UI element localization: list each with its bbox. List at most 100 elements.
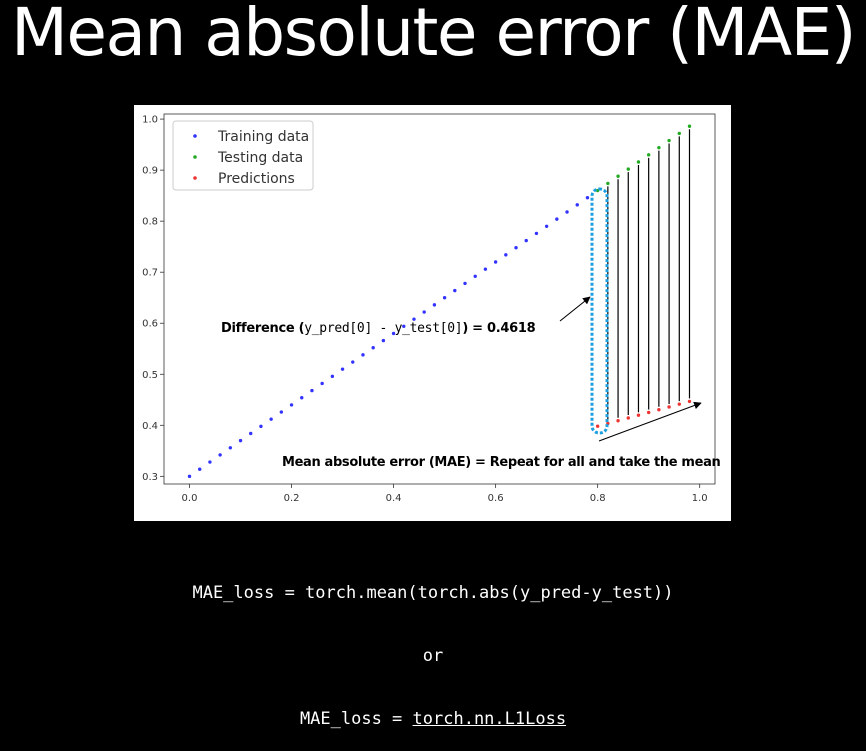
prediction-points xyxy=(595,399,692,428)
training-point xyxy=(514,246,518,250)
x-tick-label: 1.0 xyxy=(692,493,708,504)
training-point xyxy=(249,431,253,436)
testing-point xyxy=(646,153,651,157)
testing-point xyxy=(657,145,661,150)
training-point xyxy=(228,446,233,450)
testing-point xyxy=(616,174,620,178)
training-point xyxy=(442,296,447,300)
testing-point xyxy=(636,160,641,164)
training-points xyxy=(187,195,590,479)
difference-arrow xyxy=(559,296,591,322)
training-point xyxy=(432,303,437,307)
training-point xyxy=(371,346,375,350)
training-point xyxy=(391,331,396,336)
legend-frame xyxy=(172,120,314,191)
difference-suffix: ) = 0.4618 xyxy=(462,321,535,336)
testing-point xyxy=(687,124,692,128)
training-point xyxy=(381,338,386,343)
x-tick-label: 0.2 xyxy=(284,493,300,504)
y-tick-label: 0.7 xyxy=(142,268,158,279)
training-point xyxy=(402,324,406,329)
mae-annotation: Mean absolute error (MAE) = Repeat for a… xyxy=(282,455,721,470)
slide-title: Mean absolute error (MAE) xyxy=(10,0,857,71)
x-tick-label: 0.4 xyxy=(386,493,402,504)
training-point xyxy=(473,274,477,278)
training-point xyxy=(310,388,314,393)
code-line-mean: MAE_loss = torch.mean(torch.abs(y_pred-y… xyxy=(192,583,674,603)
training-point xyxy=(422,310,426,314)
training-point xyxy=(565,210,569,214)
prediction-point xyxy=(636,413,641,417)
legend-marker-training xyxy=(193,134,197,138)
training-point xyxy=(208,460,212,464)
plot-panel: 0.0 0.2 0.4 0.6 0.8 1.0 0.3 0.4 0.5 0.6 0.7 0.8 0.9… xyxy=(134,105,731,521)
training-point xyxy=(412,317,416,321)
training-point xyxy=(198,467,202,471)
training-point xyxy=(534,231,539,236)
prediction-point xyxy=(667,405,671,409)
training-point xyxy=(340,367,345,371)
training-point xyxy=(524,238,528,243)
training-point xyxy=(585,195,590,200)
testing-point xyxy=(626,167,630,171)
training-point xyxy=(483,267,488,271)
highlight-box xyxy=(590,187,609,435)
y-tick-label: 0.3 xyxy=(142,472,158,483)
scatter-chart: 0.0 0.2 0.4 0.6 0.8 1.0 0.3 0.4 0.5 0.6 0.7 0.8 0.9… xyxy=(142,113,721,504)
training-point xyxy=(238,438,243,443)
x-tick-label: 0.0 xyxy=(182,493,198,504)
training-point xyxy=(269,417,273,421)
training-point xyxy=(544,224,549,228)
testing-point xyxy=(677,131,681,136)
y-axis-ticks: 0.3 0.4 0.5 0.6 0.7 0.8 0.9 1.0 xyxy=(142,115,164,483)
prediction-point xyxy=(687,399,692,404)
x-tick-label: 0.6 xyxy=(488,493,504,504)
training-point xyxy=(218,453,222,457)
training-point xyxy=(187,474,192,479)
difference-annotation: Difference (y_pred[0] - y_test[0]) = 0.4… xyxy=(221,321,536,336)
legend: Training data Testing data Predictions xyxy=(172,120,314,191)
training-point xyxy=(289,403,294,407)
testing-points xyxy=(595,124,692,193)
training-point xyxy=(504,253,508,257)
testing-point xyxy=(606,181,610,186)
legend-label-training: Training data xyxy=(217,129,309,145)
difference-code: y_pred[0] - y_test[0] xyxy=(304,321,462,336)
y-tick-label: 0.9 xyxy=(142,166,158,177)
code-line-l1loss: MAE_loss = torch.nn.L1Loss xyxy=(0,709,866,730)
y-tick-label: 0.4 xyxy=(142,421,158,432)
training-point xyxy=(259,424,263,429)
prediction-point xyxy=(657,407,661,412)
y-tick-label: 0.5 xyxy=(142,370,158,381)
code-line-or: or xyxy=(422,646,444,666)
training-point xyxy=(361,353,365,357)
training-point xyxy=(493,260,498,264)
mae-arrow xyxy=(598,401,702,442)
prediction-point xyxy=(626,416,630,420)
training-point xyxy=(575,203,579,207)
prediction-point xyxy=(677,402,681,406)
legend-marker-testing xyxy=(193,155,197,159)
y-tick-label: 0.6 xyxy=(142,319,158,330)
l1loss-link[interactable]: torch.nn.L1Loss xyxy=(412,709,567,729)
training-point xyxy=(279,410,284,414)
training-point xyxy=(463,281,467,286)
training-point xyxy=(351,360,355,364)
prediction-point xyxy=(646,410,651,415)
legend-marker-predictions xyxy=(193,176,197,180)
prediction-point xyxy=(616,419,620,423)
training-point xyxy=(300,396,304,400)
training-point xyxy=(453,288,457,293)
training-point xyxy=(555,217,559,221)
legend-label-predictions: Predictions xyxy=(218,171,295,187)
testing-point xyxy=(667,138,671,143)
difference-prefix: Difference ( xyxy=(221,321,304,336)
y-tick-label: 0.8 xyxy=(142,217,158,228)
x-axis-ticks: 0.0 0.2 0.4 0.6 0.8 1.0 xyxy=(182,484,708,504)
prediction-point xyxy=(595,424,600,428)
code-block: MAE_loss = torch.mean(torch.abs(y_pred-y… xyxy=(0,541,866,751)
y-tick-label: 1.0 xyxy=(142,115,158,126)
code-prefix: MAE_loss = xyxy=(299,709,413,729)
legend-label-testing: Testing data xyxy=(217,150,303,166)
x-tick-label: 0.8 xyxy=(590,493,606,504)
